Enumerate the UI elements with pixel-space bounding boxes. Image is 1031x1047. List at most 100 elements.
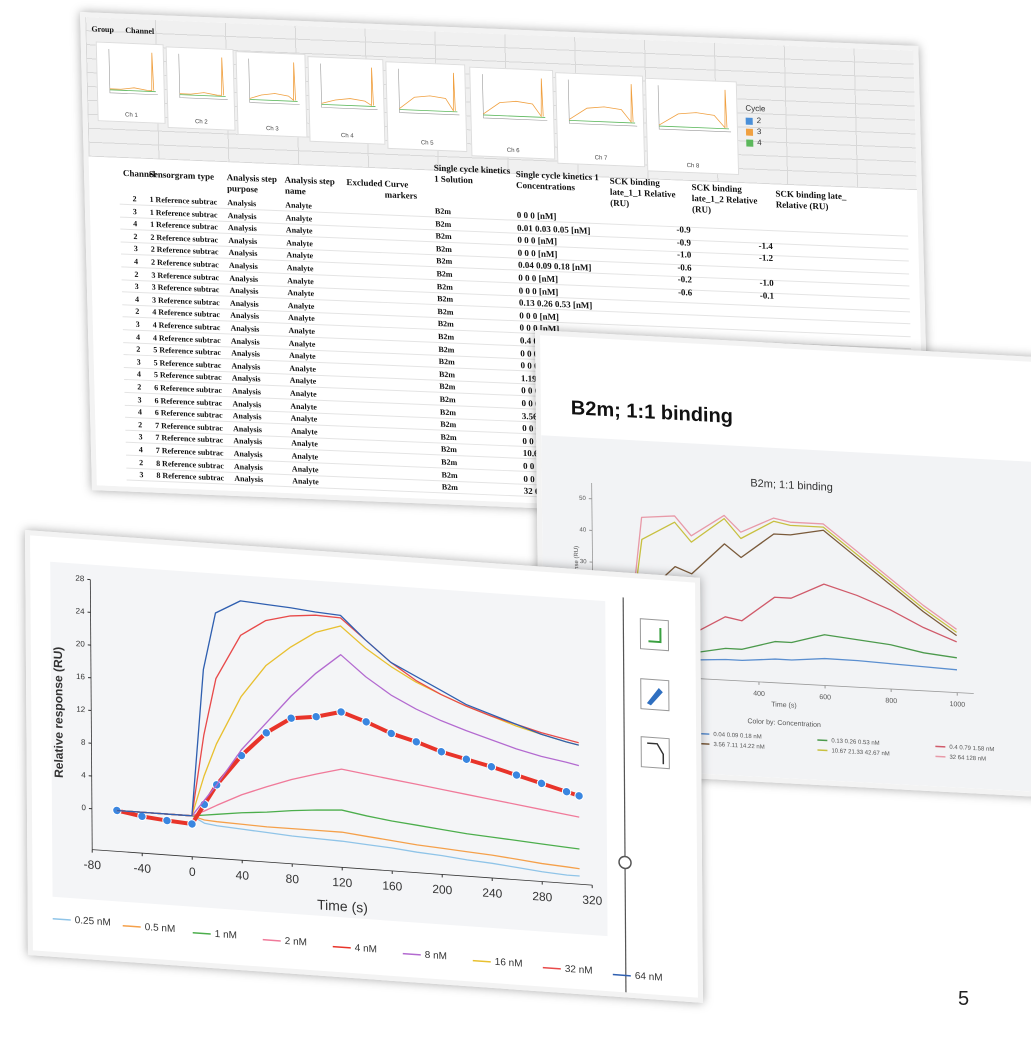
thumbnail-trace <box>249 99 298 102</box>
thumbnail-axis <box>567 79 638 127</box>
tool-icon <box>646 687 663 706</box>
heading: B2m; 1:1 binding <box>571 397 733 428</box>
table-cell: 2 <box>138 420 143 430</box>
legend-label: 0.5 nM <box>145 922 176 935</box>
thumbnail-axis <box>482 74 548 121</box>
table-cell: 3 <box>134 282 139 292</box>
x-tick-label: 800 <box>885 698 897 706</box>
table-cell: 3 <box>136 357 141 367</box>
thumbnail-plot <box>178 53 228 100</box>
series-line <box>593 514 957 660</box>
data-marker <box>486 762 497 772</box>
thumbnail-axis <box>657 85 732 133</box>
table-cell: 4 <box>138 445 143 455</box>
y-tick-label: 28 <box>75 574 85 584</box>
thumbnail-plot <box>320 63 378 110</box>
tool-button[interactable] <box>640 736 670 770</box>
axis-line <box>89 579 93 850</box>
page-number: 5 <box>958 988 970 1010</box>
data-marker <box>511 770 522 780</box>
legend-label: 0.04 0.09 0.18 nM <box>713 732 761 741</box>
table-cell: 2 <box>139 457 144 467</box>
thumbnail-trace <box>249 62 296 102</box>
thumbnail-chart: Ch 2 <box>165 46 236 131</box>
series-line <box>116 600 579 817</box>
legend-swatch <box>817 739 828 742</box>
thumbnail-plot <box>567 79 638 127</box>
legend-title: Color by: Concentration <box>747 718 821 729</box>
x-tick-label: 320 <box>582 893 602 908</box>
thumbnail-plot <box>482 74 548 121</box>
column-header: Single cycle kinetics 1 Concentrations <box>515 168 599 193</box>
y-tick-label: 40 <box>579 527 586 533</box>
cycle-legend-title: Cycle <box>745 103 766 114</box>
table-cell: 4 <box>134 256 139 267</box>
chart-title: B2m; 1:1 binding <box>750 477 833 493</box>
legend-swatch <box>122 924 141 928</box>
legend-swatch <box>542 966 561 970</box>
column-header: Analysis step purpose <box>226 172 278 195</box>
tool-icon <box>647 742 665 765</box>
x-tick-label: 400 <box>753 690 765 698</box>
data-marker <box>361 717 371 727</box>
thumbnail-trace <box>659 125 729 130</box>
tool-icon <box>648 628 662 644</box>
y-tick-label: 20 <box>76 639 86 649</box>
slider-track <box>622 597 627 993</box>
y-tick-label: 0 <box>81 803 86 812</box>
cycle-legend-swatch <box>745 117 753 125</box>
group-header: Group <box>91 24 114 35</box>
thumbnail-trace <box>179 57 225 96</box>
legend-swatch <box>332 945 351 949</box>
legend-label: 32 64 128 nM <box>949 755 986 763</box>
thumbnail-axis <box>320 63 378 110</box>
x-tick-label: 120 <box>332 875 352 890</box>
table-cell: 2 <box>136 344 141 354</box>
table-cell: 2 <box>137 382 142 392</box>
thumbnail-label: Ch 3 <box>265 126 279 133</box>
x-tick-label: 40 <box>236 868 250 883</box>
y-tick-label: 12 <box>76 705 86 715</box>
thumbnail-label: Ch 6 <box>506 147 520 155</box>
data-marker <box>461 754 472 764</box>
table-cell: 3 <box>137 395 142 405</box>
thumbnail-trace <box>109 89 156 93</box>
legend-label: 1 nM <box>215 929 237 942</box>
table-cell: 2 <box>134 269 139 279</box>
thumbnail-trace <box>399 109 458 113</box>
legend-swatch <box>472 959 491 963</box>
y-tick-label: 24 <box>76 606 86 616</box>
column-header: Channel <box>122 167 156 180</box>
thumbnail-chart: Ch 1 <box>95 41 166 124</box>
slider-handle[interactable] <box>618 855 632 870</box>
legend-label: 2 nM <box>285 936 307 949</box>
thumbnail-chart: Ch 4 <box>307 56 386 145</box>
sensorgram-chart: 0 4 8 12 16 20 24 28 -80 -40 0 40 80 120 160 200 240 280 3… <box>50 561 670 993</box>
legend-swatch <box>262 938 281 942</box>
thumbnail-trace <box>658 89 728 129</box>
thumbnail-chart: Ch 5 <box>385 61 468 153</box>
thumbnail-chart: Ch 7 <box>555 72 646 168</box>
table-cell: 4 <box>137 407 143 417</box>
x-tick-label: 280 <box>532 889 552 904</box>
legend-label: 4 nM <box>355 943 377 956</box>
column-header: Analysis step name <box>284 174 335 197</box>
x-tick-label: 160 <box>382 878 402 893</box>
thumbnail-label: Ch 2 <box>195 119 208 126</box>
thumbnail-trace <box>483 78 544 118</box>
tool-button[interactable] <box>639 618 670 652</box>
thumbnail-chart: Ch 8 <box>644 77 740 176</box>
thumbnail-plot <box>248 58 300 105</box>
legend-swatch <box>402 952 421 956</box>
y-tick-label: 50 <box>579 496 586 502</box>
legend-label: 10.67 21.33 42.67 nM <box>831 748 889 757</box>
legend-swatch <box>817 749 828 752</box>
data-marker <box>411 737 421 747</box>
data-marker <box>187 819 197 829</box>
data-marker <box>261 728 272 738</box>
legend-label: 8 nM <box>425 950 447 963</box>
data-marker <box>561 786 572 797</box>
y-tick-label: 4 <box>81 770 86 779</box>
x-axis-title: Time (s) <box>317 896 368 916</box>
